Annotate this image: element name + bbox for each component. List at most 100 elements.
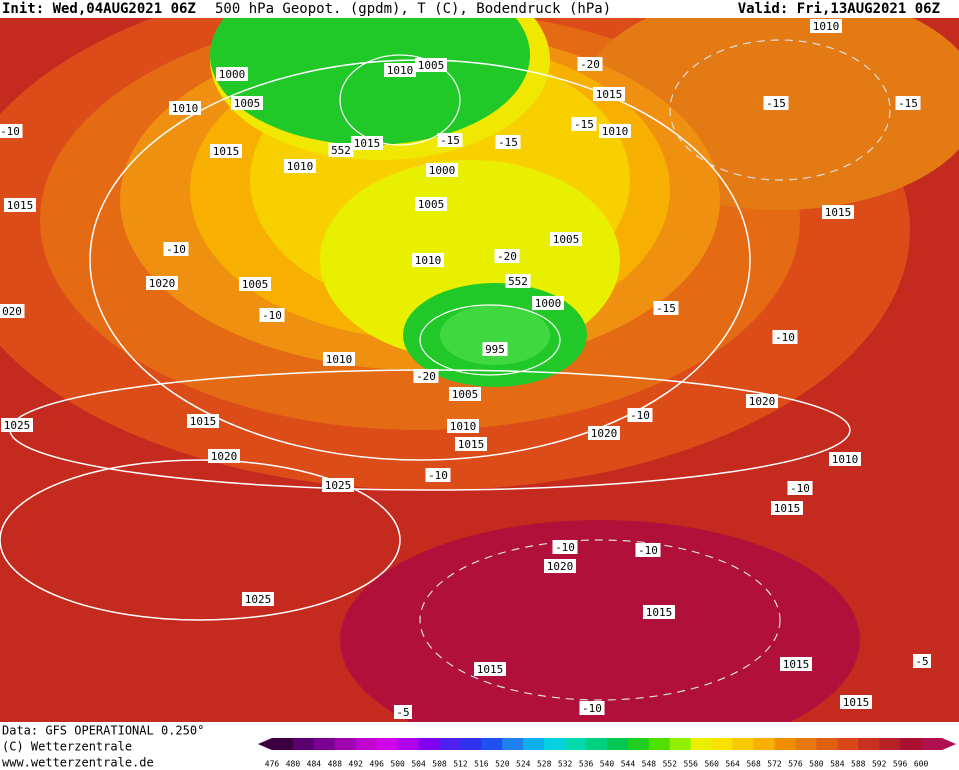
contour-label: -10 bbox=[775, 331, 795, 344]
label-box bbox=[653, 301, 679, 315]
colorbar-swatch bbox=[774, 738, 796, 750]
colorbar-swatch bbox=[418, 738, 440, 750]
label-box bbox=[208, 449, 240, 463]
colorbar-swatch bbox=[376, 738, 399, 750]
colorbar-swatch bbox=[837, 738, 859, 750]
label-box bbox=[259, 308, 285, 322]
colorbar-label: 588 bbox=[851, 760, 866, 769]
init-text: Init: Wed,04AUG2021 06Z bbox=[2, 1, 196, 17]
label-box bbox=[187, 414, 219, 428]
label-box bbox=[474, 662, 506, 676]
colorbar-label: 552 bbox=[663, 760, 678, 769]
label-box bbox=[426, 163, 458, 177]
contour-label: 1020 bbox=[211, 450, 238, 463]
colorbar-label: 516 bbox=[474, 760, 489, 769]
contour-label: 1015 bbox=[354, 137, 381, 150]
colorbar-label: 532 bbox=[558, 760, 573, 769]
contour-label: -5 bbox=[915, 655, 928, 668]
contour-label: 1005 bbox=[418, 59, 445, 72]
label-box bbox=[412, 253, 444, 267]
colorbar-swatch bbox=[292, 738, 315, 750]
label-box bbox=[746, 394, 778, 408]
contour-label: 1010 bbox=[415, 254, 442, 267]
label-box bbox=[415, 197, 447, 211]
valid-text: Valid: Fri,13AUG2021 06Z bbox=[738, 1, 940, 17]
label-box bbox=[169, 101, 201, 115]
contour-label: 1015 bbox=[458, 438, 485, 451]
title-text: 500 hPa Geopot. (gpdm), T (C), Bodendruc… bbox=[215, 1, 611, 17]
colorbar-swatch bbox=[900, 738, 922, 750]
colorbar-label: 504 bbox=[411, 760, 426, 769]
colorbar-swatch bbox=[586, 738, 608, 750]
contour-label: 1015 bbox=[7, 199, 34, 212]
colorbar-label: 484 bbox=[307, 760, 322, 769]
contour-label: 1010 bbox=[326, 353, 353, 366]
label-box bbox=[822, 205, 854, 219]
colorbar-label: 556 bbox=[684, 760, 699, 769]
label-box bbox=[437, 133, 463, 147]
contour-label: 1005 bbox=[234, 97, 261, 110]
url-text: www.wetterzentrale.de bbox=[2, 756, 154, 770]
contour-label: 1020 bbox=[149, 277, 176, 290]
colorbar-label: 480 bbox=[286, 760, 301, 769]
colorbar-swatch bbox=[355, 738, 378, 750]
contour-label: -20 bbox=[416, 370, 436, 383]
label-box bbox=[787, 481, 813, 495]
colorbar-swatch bbox=[753, 738, 775, 750]
label-box bbox=[810, 19, 842, 33]
contour-label: 1005 bbox=[418, 198, 445, 211]
colorbar-swatch bbox=[690, 738, 713, 750]
contour-label: 1010 bbox=[602, 125, 629, 138]
contour-label: 1025 bbox=[245, 593, 272, 606]
contour-label: 1000 bbox=[429, 164, 456, 177]
colorbar-label: 512 bbox=[453, 760, 468, 769]
colorbar-label: 508 bbox=[432, 760, 447, 769]
colorbar-swatch bbox=[816, 738, 838, 750]
label-box bbox=[643, 605, 675, 619]
contour-label: 1010 bbox=[387, 64, 414, 77]
contour-label: 1015 bbox=[477, 663, 504, 676]
contour-label: -10 bbox=[582, 702, 602, 715]
colorbar-swatch bbox=[565, 738, 587, 750]
contour-label: -10 bbox=[630, 409, 650, 422]
colorbar-swatch bbox=[669, 738, 692, 750]
label-box bbox=[544, 559, 576, 573]
label-box bbox=[0, 124, 23, 138]
label-box bbox=[763, 96, 789, 110]
contour-label: 1025 bbox=[325, 479, 352, 492]
colorbar-label: 500 bbox=[390, 760, 405, 769]
contour-label: -20 bbox=[497, 250, 517, 263]
contour-label: 552 bbox=[508, 275, 528, 288]
colorbar-swatch bbox=[879, 738, 901, 750]
label-box bbox=[146, 276, 178, 290]
label-box bbox=[552, 540, 578, 554]
contour-label: -10 bbox=[790, 482, 810, 495]
colorbar-swatch bbox=[544, 738, 566, 750]
label-box bbox=[577, 57, 603, 71]
label-box bbox=[482, 342, 508, 356]
contour-label: 1015 bbox=[646, 606, 673, 619]
colorbar-swatch bbox=[313, 738, 336, 750]
contour-label: 020 bbox=[2, 305, 22, 318]
colorbar-swatch bbox=[858, 738, 880, 750]
contour-label: 1005 bbox=[553, 233, 580, 246]
copyright-text: (C) Wetterzentrale bbox=[2, 740, 132, 754]
label-box bbox=[571, 117, 597, 131]
contour-label: 1020 bbox=[591, 427, 618, 440]
colorbar-label: 492 bbox=[349, 760, 364, 769]
label-box bbox=[351, 136, 383, 150]
label-box bbox=[284, 159, 316, 173]
contour-label: 1010 bbox=[450, 420, 477, 433]
colorbar-label: 520 bbox=[495, 760, 510, 769]
label-box bbox=[599, 124, 631, 138]
contour-label: 1015 bbox=[774, 502, 801, 515]
contour-label: 995 bbox=[485, 343, 505, 356]
contour-label: -20 bbox=[580, 58, 600, 71]
label-box bbox=[455, 437, 487, 451]
colorbar-label: 540 bbox=[600, 760, 615, 769]
label-box bbox=[895, 96, 921, 110]
colorbar-swatch bbox=[732, 738, 755, 750]
contour-label: 1005 bbox=[452, 388, 479, 401]
label-box bbox=[0, 304, 25, 318]
contour-label: 1015 bbox=[213, 145, 240, 158]
